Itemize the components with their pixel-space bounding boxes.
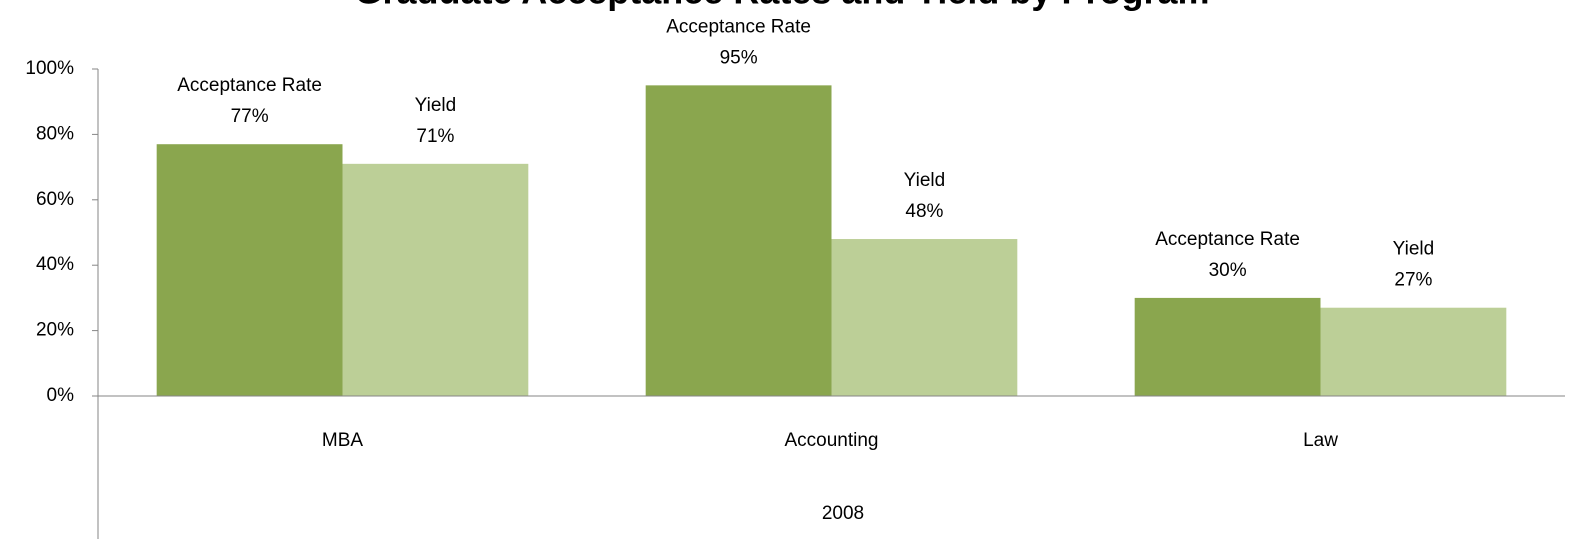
- data-label: 77%: [231, 106, 269, 127]
- y-tick-label: 60%: [36, 189, 74, 210]
- x-tick-label: Law: [1303, 430, 1338, 451]
- group-label: 2008: [822, 503, 864, 524]
- y-tick-label: 0%: [47, 385, 75, 406]
- x-tick-label: MBA: [322, 430, 364, 451]
- data-label-name: Yield: [1393, 239, 1435, 260]
- data-label: 71%: [416, 126, 454, 147]
- data-label-name: Yield: [415, 95, 457, 116]
- bar: [1320, 307, 1507, 396]
- data-label-name: Acceptance Rate: [1155, 229, 1300, 250]
- bar: [831, 239, 1018, 396]
- data-label-name: Yield: [904, 170, 946, 191]
- data-label: 30%: [1209, 260, 1247, 281]
- bar: [156, 144, 343, 396]
- bar: [1134, 297, 1321, 396]
- y-tick-label: 80%: [36, 123, 74, 144]
- data-label-name: Acceptance Rate: [666, 16, 811, 37]
- y-tick-label: 40%: [36, 254, 74, 275]
- x-tick-label: Accounting: [784, 430, 878, 451]
- data-label-name: Acceptance Rate: [177, 75, 322, 96]
- chart-title: Graduate Acceptance Rates and Yield by P…: [355, 0, 1210, 12]
- y-tick-label: 20%: [36, 320, 74, 341]
- data-label: 48%: [905, 201, 943, 222]
- data-label: 95%: [720, 47, 758, 68]
- bar: [342, 163, 529, 396]
- bar: [645, 85, 832, 396]
- y-tick-label: 100%: [25, 58, 74, 79]
- data-label: 27%: [1394, 270, 1432, 291]
